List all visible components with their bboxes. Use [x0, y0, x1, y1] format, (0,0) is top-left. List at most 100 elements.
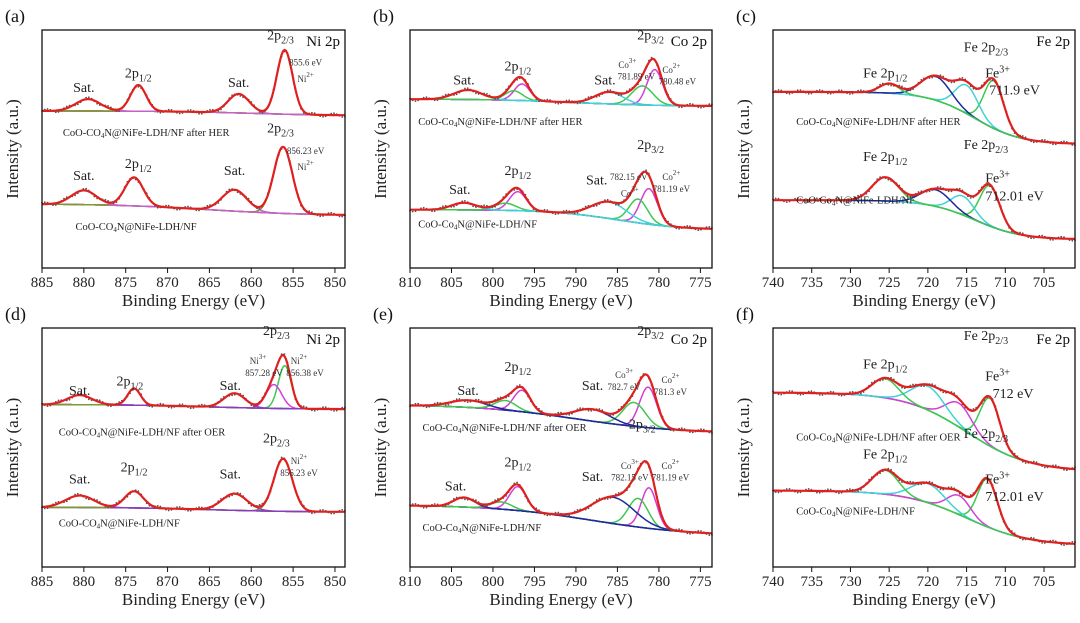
data-point — [950, 486, 953, 488]
label-superscript: 3+ — [631, 186, 639, 194]
label-text: CoO-Co — [796, 196, 832, 207]
label-text-rest: N@NiFe-LDH/NF after HER — [104, 128, 229, 139]
data-point — [486, 93, 488, 95]
data-point — [209, 108, 211, 111]
data-point — [810, 390, 813, 393]
data-point — [231, 394, 234, 397]
data-point — [46, 507, 49, 510]
data-point — [1043, 466, 1046, 469]
label-text: CoO-Co — [418, 117, 454, 128]
peak-value-label: 856.23 eV — [287, 146, 325, 156]
envelope-fit — [41, 353, 345, 411]
data-point — [107, 506, 109, 509]
data-point — [455, 398, 458, 401]
label-text: Co — [618, 60, 629, 70]
data-point — [678, 228, 680, 230]
data-point — [110, 405, 112, 408]
data-point — [79, 392, 82, 395]
label-subscript: 1/2 — [135, 467, 148, 478]
panel-label: (f) — [736, 304, 754, 325]
envelope-fit — [773, 376, 1076, 471]
peak-label: Sat. — [220, 379, 241, 394]
label-text: Fe — [985, 472, 999, 487]
spectrum — [772, 467, 1076, 546]
envelope-fit — [42, 145, 345, 216]
x-tick-label: 790 — [565, 574, 588, 590]
data-point — [444, 505, 447, 507]
data-point — [579, 102, 582, 104]
data-point — [322, 116, 324, 118]
data-point — [198, 506, 200, 509]
peak-value-label: 782.7 eV — [608, 382, 641, 392]
data-point — [604, 199, 606, 202]
data-point — [931, 76, 934, 79]
x-tick-label: 715 — [955, 574, 978, 590]
data-point — [1041, 139, 1043, 141]
data-point — [516, 481, 518, 484]
data-point — [557, 102, 560, 105]
data-point — [433, 99, 436, 102]
data-point — [557, 411, 560, 414]
data-point — [319, 509, 322, 511]
panel-d: 885 880 875 870 865 860 855 850 Binding Energy (… — [3, 304, 346, 609]
envelope-fit — [41, 457, 345, 513]
label-text: 2p — [263, 432, 277, 447]
label-text: Sat. — [73, 81, 94, 96]
data-point — [557, 511, 560, 514]
data-point — [1063, 140, 1065, 143]
label-text: Sat. — [582, 470, 603, 485]
x-tick-label: 785 — [606, 574, 629, 590]
label-subscript: 3/2 — [651, 36, 664, 47]
data-point — [1054, 464, 1057, 467]
x-tick-label: 805 — [440, 275, 463, 291]
label-subscript: 3/2 — [651, 331, 664, 342]
data-point — [311, 512, 313, 515]
data-point — [167, 108, 170, 111]
label-text: 2p — [504, 59, 518, 74]
peak-label: Sat. — [586, 174, 607, 189]
spectrum — [772, 376, 1076, 472]
data-point — [46, 108, 49, 110]
data-point — [565, 99, 568, 102]
x-axis-label: Binding Energy (eV) — [489, 291, 632, 310]
data-point — [178, 506, 181, 508]
data-point — [939, 488, 942, 491]
label-text: 2p — [263, 324, 277, 339]
data-point — [777, 491, 780, 494]
label-subscript: 3/2 — [643, 424, 656, 435]
data-point — [261, 111, 264, 114]
peak-value-label: 781.19 eV — [653, 184, 691, 194]
peak-label: Fe 2p2/3 — [964, 40, 1008, 58]
data-point — [689, 533, 691, 535]
panel-label: (e) — [373, 304, 393, 325]
data-point — [1071, 541, 1074, 543]
x-axis-label: Binding Energy (eV) — [852, 291, 995, 310]
label-text: Fe 2p — [863, 358, 895, 373]
data-point — [43, 201, 46, 204]
label-text: Sat. — [457, 384, 478, 399]
spectrum — [409, 56, 713, 109]
label-text: 781.19 eV — [652, 473, 690, 483]
fit-component — [773, 391, 1076, 470]
data-point — [961, 77, 964, 79]
data-point — [333, 512, 335, 515]
peak-value-label: 780.48 eV — [659, 77, 697, 87]
data-point — [425, 406, 428, 409]
label-text: 782.15 eV — [611, 473, 649, 483]
x-tick-label: 720 — [917, 574, 940, 590]
data-point — [708, 534, 711, 536]
data-point — [851, 390, 854, 393]
label-text-rest: N@NiFe-LDH/NF — [835, 196, 915, 207]
label-text: CoO-CO — [59, 428, 97, 439]
data-point — [860, 89, 862, 92]
panel-title: Co 2p — [671, 34, 707, 50]
data-point — [488, 403, 491, 405]
data-point — [85, 497, 87, 500]
label-text: 781.19 eV — [653, 184, 691, 194]
peak-label: Sat. — [69, 472, 90, 487]
peak-label: 2p2/3 — [263, 324, 290, 342]
x-tick-label: 790 — [565, 275, 588, 291]
data-point — [411, 210, 414, 213]
peak-value-label: 782.15 eV — [611, 473, 649, 483]
data-point — [494, 98, 496, 100]
